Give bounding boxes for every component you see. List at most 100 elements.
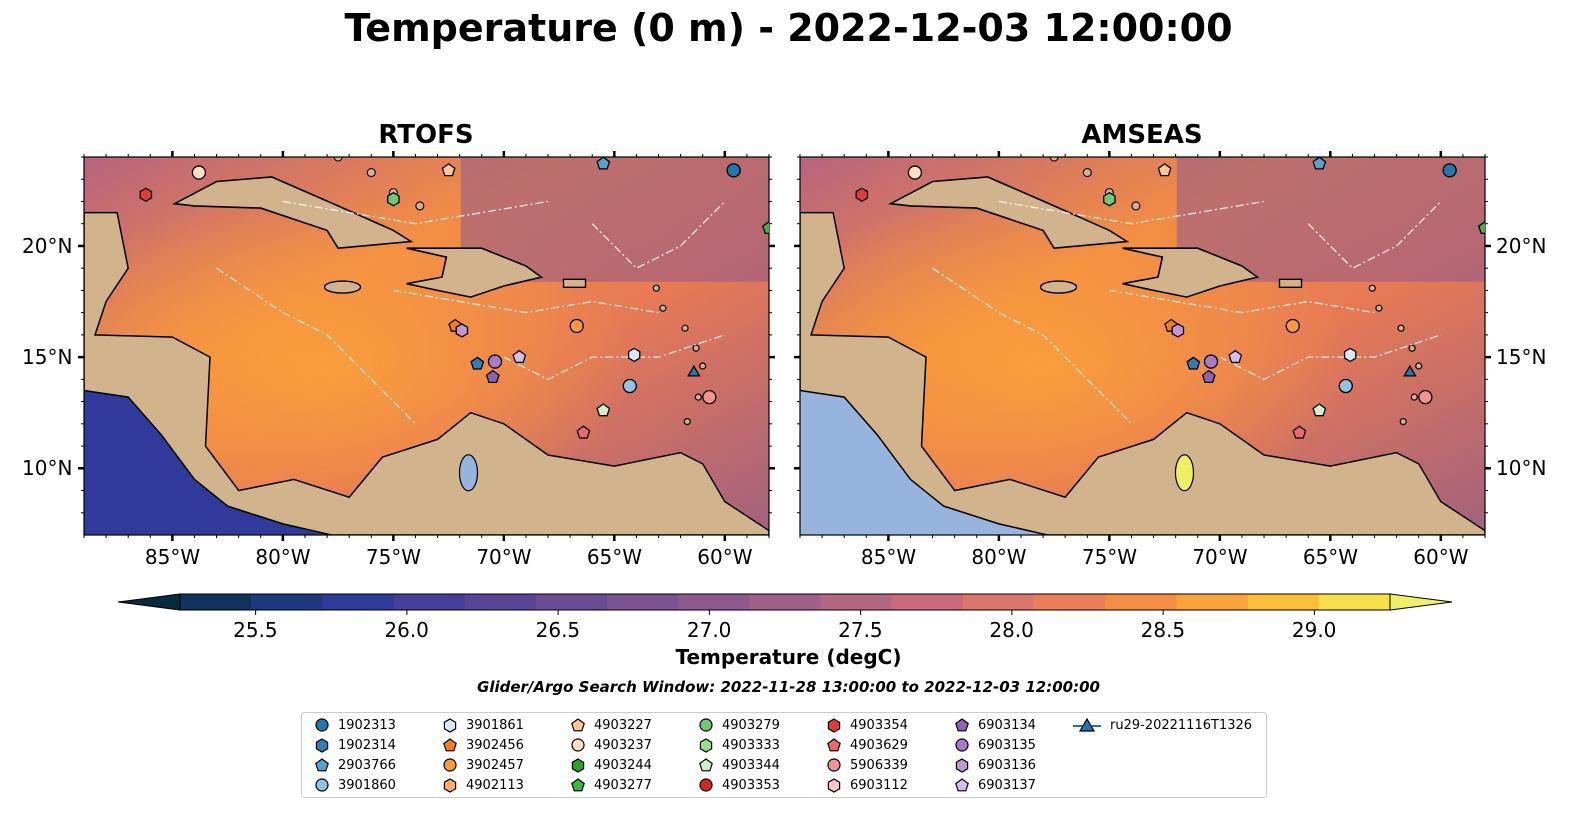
colorbar-frame <box>179 593 1391 611</box>
legend-entry: 1902314 <box>314 735 396 755</box>
platform-marker <box>139 187 153 203</box>
legend-label: 4903344 <box>722 757 780 773</box>
legend-pentagon-icon <box>955 718 969 732</box>
colorbar-tick-label: 27.5 <box>838 618 883 642</box>
pacific-region <box>84 390 332 535</box>
platform-marker <box>1201 369 1216 384</box>
map-frame <box>799 156 1486 536</box>
bahamas-island <box>415 201 425 211</box>
legend-label: 4903333 <box>722 737 780 753</box>
platform-marker <box>1418 389 1433 405</box>
colorbar-segment <box>393 594 466 610</box>
legend-pentagon-icon <box>827 738 841 752</box>
platform-marker <box>622 378 637 394</box>
platform-marker <box>1203 354 1219 369</box>
eez-boundary-line <box>932 267 1132 425</box>
eez-boundary-line <box>393 289 659 314</box>
central-south-america-land <box>800 211 1485 535</box>
lat-tick-label: 20°N <box>1496 233 1547 258</box>
colorbar-segment <box>891 594 964 610</box>
jamaica-land <box>323 280 362 294</box>
lat-tick-label: 20°N <box>22 233 73 258</box>
legend-circle-icon <box>699 718 713 732</box>
legend-entry: 4902113 <box>442 775 524 795</box>
rtofs-map-panel <box>78 151 775 541</box>
platform-marker <box>907 165 923 180</box>
colorbar-segment <box>607 594 679 610</box>
legend-label: 4902113 <box>466 777 524 793</box>
legend-hexagon-icon <box>315 738 329 753</box>
legend-entry: 4903227 <box>570 715 652 735</box>
lesser-antilles-island <box>652 284 660 292</box>
legend-entry: 6903136 <box>954 755 1036 775</box>
eez-boundary-line <box>282 200 549 225</box>
legend-label: 3902456 <box>466 737 524 753</box>
legend-entry: 3902456 <box>442 735 524 755</box>
colorbar-tick-label: 29.0 <box>1291 618 1337 642</box>
legend-pentagon-icon <box>571 778 585 792</box>
lon-tick-label: 70°W <box>476 545 532 569</box>
platform-marker <box>855 187 869 203</box>
lesser-antilles-island <box>694 393 702 401</box>
legend-hexagon-icon <box>827 718 841 733</box>
lesser-antilles-island <box>1415 362 1423 370</box>
lon-tick-label: 80°W <box>971 545 1027 569</box>
legend-label: ru29-20221116T1326 <box>1110 717 1253 733</box>
legend-entry: 4903279 <box>698 715 780 735</box>
colorbar-segment <box>749 594 822 610</box>
lesser-antilles-island <box>1368 284 1376 292</box>
legend-circle-icon <box>315 778 329 792</box>
colorbar-segment <box>820 594 893 610</box>
lesser-antilles-island <box>1408 344 1416 352</box>
legend-label: 4903354 <box>850 717 908 733</box>
colorbar-segment <box>962 594 1035 610</box>
lesser-antilles-island <box>692 344 700 352</box>
legend-entry: 4903629 <box>826 735 908 755</box>
legend-label: 4903277 <box>594 777 652 793</box>
platform-marker <box>762 220 769 235</box>
puerto-rico-land <box>562 278 587 288</box>
legend-hexagon-icon <box>443 718 457 733</box>
lon-tick-label: 80°W <box>255 545 311 569</box>
colorbar-tick-label: 28.0 <box>989 618 1034 642</box>
legend-glider-icon <box>1073 717 1101 732</box>
colorbar-extend-high <box>1389 593 1453 611</box>
platform-legend: 1902313 1902314 2903766 3901860 3901861 39024… <box>301 712 1267 798</box>
lon-tick-label: 60°W <box>697 545 753 569</box>
colorbar-segment <box>322 594 395 610</box>
lat-tick-label: 15°N <box>1496 345 1547 370</box>
platform-marker <box>1478 220 1485 235</box>
legend-label: 4903237 <box>594 737 652 753</box>
legend-pentagon-icon <box>571 718 585 732</box>
legend-circle-icon <box>571 738 585 752</box>
legend-label: 3901860 <box>338 777 396 793</box>
platform-marker <box>1312 157 1327 170</box>
legend-circle-icon <box>699 778 713 792</box>
legend-label: 5906339 <box>850 757 908 773</box>
jamaica-land <box>1039 280 1078 294</box>
puerto-rico-land <box>1278 278 1303 288</box>
lat-tick-label: 15°N <box>22 345 73 370</box>
legend-label: 4903244 <box>594 757 652 773</box>
temperature-colorbar <box>117 593 1453 615</box>
legend-hexagon-icon <box>699 738 713 753</box>
legend-entry: 6903137 <box>954 775 1036 795</box>
eez-boundary-line <box>1109 289 1375 314</box>
search-window-text: Glider/Argo Search Window: 2022-11-28 13… <box>477 678 1100 696</box>
legend-hexagon-icon <box>827 778 841 793</box>
eez-boundary-line <box>216 267 416 425</box>
platform-marker <box>702 389 717 405</box>
platform-marker <box>1343 347 1357 363</box>
legend-entry: 4903344 <box>698 755 780 775</box>
platform-marker <box>687 364 701 377</box>
lat-tick-label: 10°N <box>22 456 73 481</box>
colorbar-segment <box>1318 594 1391 610</box>
legend-entry: 4903333 <box>698 735 780 755</box>
lake-maracaibo <box>1174 454 1195 492</box>
colorbar-segment <box>678 594 750 610</box>
eez-boundary-line <box>591 201 726 269</box>
platform-marker <box>470 356 485 370</box>
platform-marker <box>487 354 503 369</box>
lon-tick-label: 75°W <box>365 545 422 569</box>
legend-entry: 6903134 <box>954 715 1036 735</box>
